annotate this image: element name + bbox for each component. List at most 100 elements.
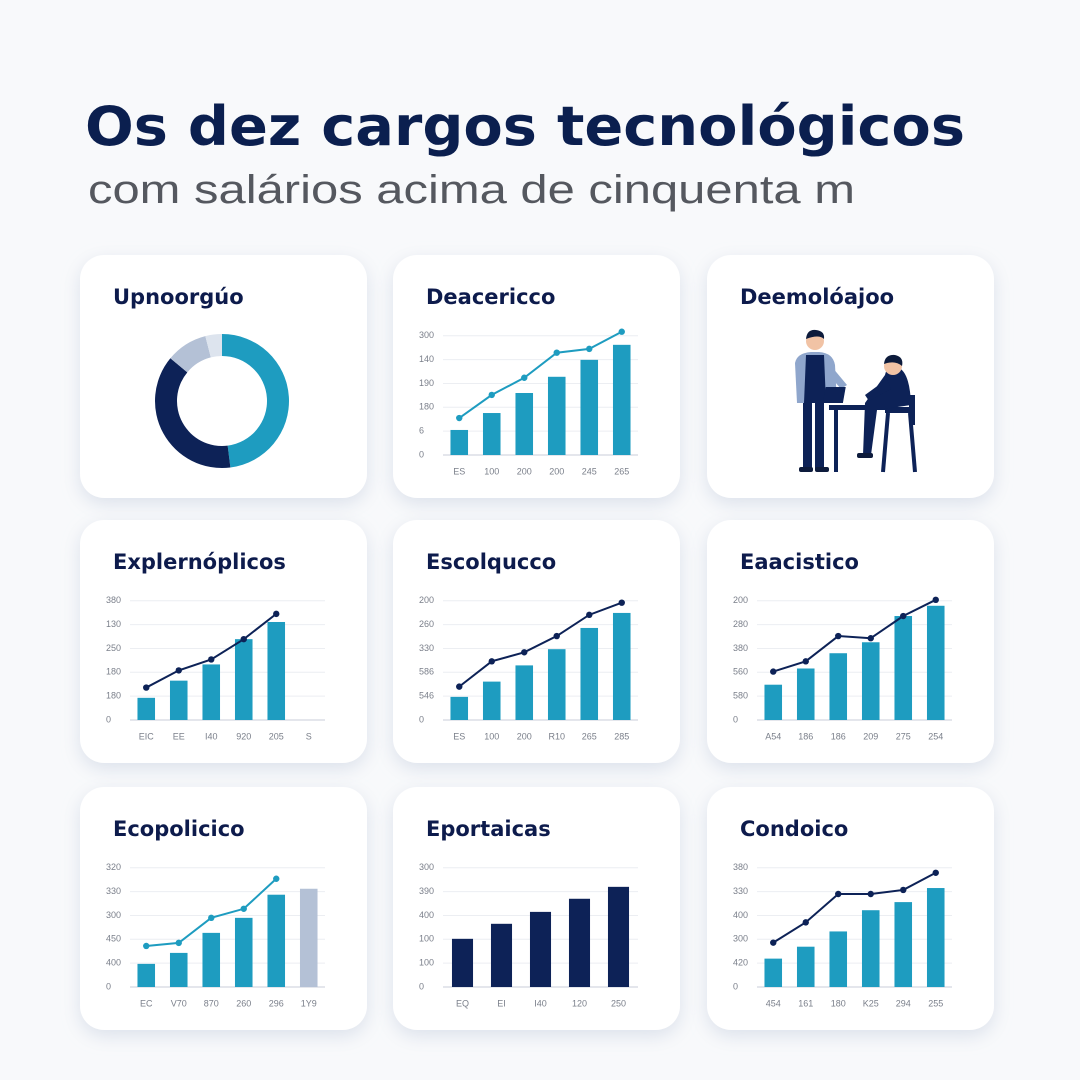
x-tick-label: 254 [928, 731, 943, 741]
y-tick-label: 420 [733, 958, 748, 968]
y-tick-label: 100 [419, 958, 434, 968]
bar [267, 894, 286, 987]
x-tick-label: 454 [766, 998, 781, 1008]
bar [529, 911, 552, 987]
bar [299, 888, 318, 987]
y-tick-label: 400 [106, 958, 121, 968]
x-tick-label: 260 [236, 998, 251, 1008]
bar [267, 621, 286, 720]
line-point [900, 612, 907, 620]
y-tick-label: 580 [733, 691, 748, 701]
bar [926, 888, 945, 987]
x-tick-label: 296 [269, 998, 284, 1008]
line-point [175, 939, 182, 947]
card [707, 255, 994, 498]
shoe [799, 467, 813, 472]
line [772, 598, 937, 673]
line-point [488, 658, 495, 665]
line-point [932, 869, 939, 876]
line-point [488, 391, 495, 399]
pie-slice [205, 334, 222, 358]
bar [482, 413, 501, 455]
line-point [900, 886, 907, 894]
x-tick-label: 200 [517, 731, 532, 741]
x-tick-label: K25 [863, 998, 879, 1008]
bar [861, 910, 880, 987]
y-tick-label: 300 [106, 910, 121, 920]
bar [764, 958, 783, 987]
bar [169, 952, 188, 987]
x-tick-label: 255 [928, 998, 943, 1008]
y-tick-label: 0 [419, 981, 424, 991]
line-point [143, 942, 150, 950]
card-title: Eaacistico [740, 550, 859, 574]
x-tick-label: ES [453, 731, 465, 741]
line-point [143, 684, 150, 691]
y-tick-label: 0 [419, 714, 424, 724]
y-tick-label: 330 [733, 886, 748, 896]
pie-slice [222, 334, 289, 468]
y-tick-label: 400 [419, 910, 434, 920]
shoe [815, 467, 829, 472]
illustration [795, 329, 917, 473]
x-tick-label: S [306, 731, 312, 741]
y-tick-label: 380 [733, 643, 748, 653]
y-tick-label: 300 [733, 934, 748, 944]
y-tick-label: 380 [733, 862, 748, 872]
line-point [175, 667, 182, 674]
y-tick-label: 390 [419, 886, 434, 896]
bar [612, 612, 631, 720]
y-tick-label: 280 [733, 619, 748, 629]
y-tick-label: 180 [106, 667, 121, 677]
line-point [867, 890, 874, 898]
x-tick-label: R10 [548, 731, 565, 741]
vest [804, 355, 826, 403]
y-tick-label: 546 [419, 691, 434, 701]
y-tick-label: 0 [106, 714, 111, 724]
chair-seat [885, 407, 913, 413]
bar [796, 946, 815, 987]
line-point [456, 414, 463, 422]
bar [490, 923, 513, 987]
card-title: Eportaicas [426, 817, 551, 841]
x-tick-label: ES [453, 466, 465, 476]
y-tick-label: 250 [106, 643, 121, 653]
bar [764, 684, 783, 720]
y-tick-label: 6 [419, 426, 424, 436]
bar [234, 917, 253, 987]
y-tick-label: 200 [419, 595, 434, 605]
y-tick-label: 320 [106, 862, 121, 872]
x-tick-label: 100 [484, 731, 499, 741]
seated-body [863, 366, 911, 455]
x-tick-label: I40 [205, 731, 218, 741]
x-tick-label: 100 [484, 466, 499, 476]
bar [580, 627, 599, 720]
line-point [618, 328, 625, 335]
y-tick-label: 260 [419, 619, 434, 629]
bar [796, 668, 815, 720]
y-tick-label: 180 [419, 402, 434, 412]
y-tick-label: 0 [733, 981, 738, 991]
line-point [932, 596, 939, 604]
x-tick-label: 186 [831, 731, 846, 741]
y-tick-label: 0 [106, 981, 111, 991]
bar [861, 642, 880, 720]
card-title: Condoico [740, 817, 848, 841]
line-point [521, 649, 528, 656]
bar [202, 932, 221, 987]
line-point [521, 374, 528, 381]
line-point [586, 611, 593, 619]
bar [451, 938, 474, 987]
bar [612, 344, 631, 455]
line-point [835, 890, 842, 898]
bar [829, 653, 848, 720]
desk [829, 405, 891, 410]
x-tick-label: 209 [863, 731, 878, 741]
y-tick-label: 330 [106, 886, 121, 896]
bar [515, 665, 534, 720]
seated-arm [865, 379, 891, 401]
bar [450, 696, 469, 720]
card-title: Explernóplicos [113, 550, 286, 574]
page-subtitle: com salários acima de cinquenta m [88, 168, 855, 212]
card-title: Deemolóajoo [740, 285, 894, 309]
